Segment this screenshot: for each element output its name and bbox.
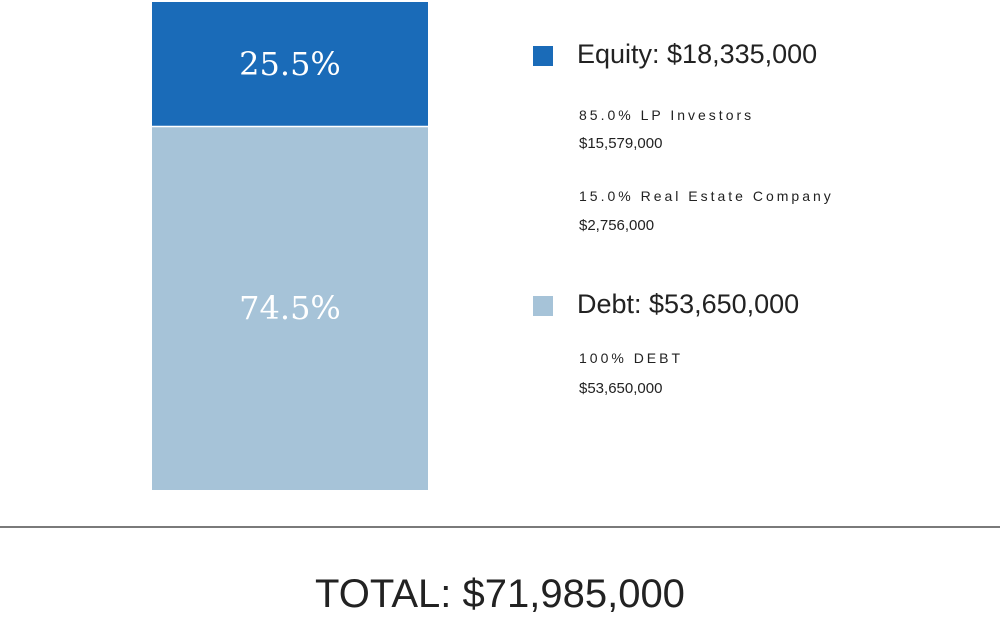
legend-item-lp-investors-amount: $15,579,000 [579,135,663,152]
bar-label-debt: 74.5% [239,289,341,327]
stacked-bar-svg: 25.5% 74.5% [152,2,428,490]
legend-heading-debt: Debt: $53,650,000 [577,289,800,319]
legend-item-debt-amount: $53,650,000 [579,380,663,397]
bar-segment-equity [152,2,428,127]
total-label: TOTAL: $71,985,000 [315,572,685,616]
bar-label-equity: 25.5% [239,45,341,83]
bar-segment-debt [152,126,428,490]
legend-swatch-debt [533,296,553,316]
legend-swatch-equity [533,46,553,66]
legend-item-lp-investors-label: 85.0% LP Investors [579,107,755,123]
total-divider [0,526,1000,528]
legend-item-real-estate-company-label: 15.0% Real Estate Company [579,188,834,204]
legend-item-debt-label: 100% DEBT [579,350,684,366]
legend-heading-equity: Equity: $18,335,000 [577,39,818,69]
legend-item-real-estate-company-amount: $2,756,000 [579,217,655,234]
